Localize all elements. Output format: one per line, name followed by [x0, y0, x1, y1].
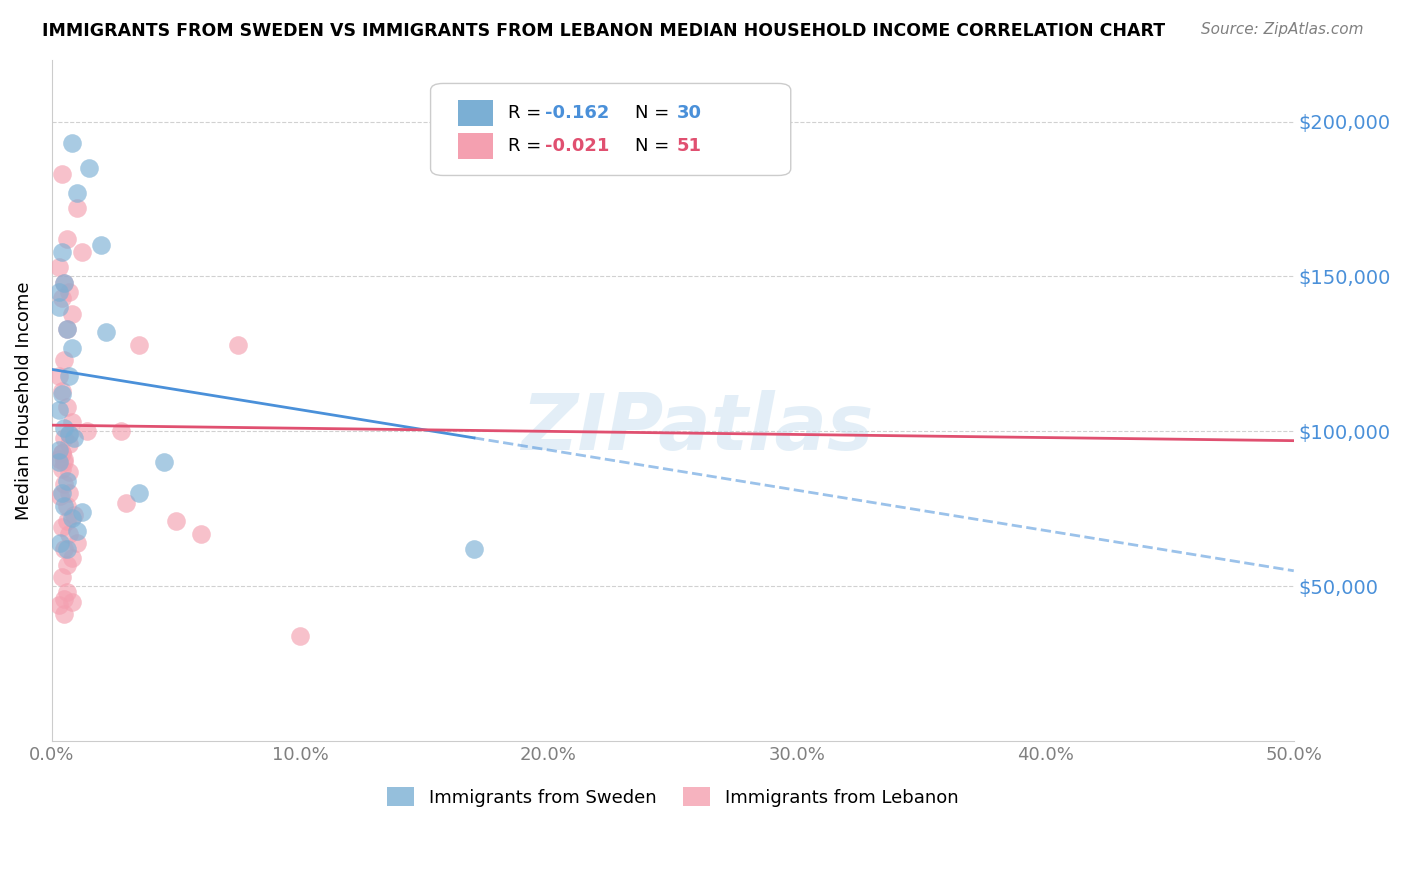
- Point: [55, 585, 77, 599]
- Point: [60, 341, 83, 355]
- Point: [49, 536, 72, 550]
- Point: [58, 427, 80, 442]
- Point: [58, 368, 80, 383]
- Point: [51, 570, 73, 584]
- Point: [48, 402, 70, 417]
- Text: R =: R =: [508, 103, 547, 122]
- Text: ZIPatlas: ZIPatlas: [522, 390, 873, 466]
- Point: [55, 322, 77, 336]
- Text: 30: 30: [676, 103, 702, 122]
- Point: [70, 505, 93, 519]
- Point: [51, 520, 73, 534]
- Point: [48, 368, 70, 383]
- Point: [152, 455, 174, 469]
- Point: [53, 477, 76, 491]
- Point: [53, 591, 76, 606]
- Point: [58, 486, 80, 500]
- Point: [48, 285, 70, 299]
- Point: [55, 542, 77, 557]
- Point: [48, 598, 70, 612]
- Point: [65, 524, 87, 538]
- Point: [77, 161, 100, 175]
- Text: IMMIGRANTS FROM SWEDEN VS IMMIGRANTS FROM LEBANON MEDIAN HOUSEHOLD INCOME CORREL: IMMIGRANTS FROM SWEDEN VS IMMIGRANTS FRO…: [42, 22, 1166, 40]
- Point: [60, 595, 83, 609]
- Point: [58, 526, 80, 541]
- Point: [55, 514, 77, 528]
- Point: [65, 186, 87, 200]
- Text: -0.021: -0.021: [546, 137, 609, 155]
- Point: [60, 415, 83, 429]
- Point: [110, 425, 132, 439]
- Point: [55, 322, 77, 336]
- Point: [60, 511, 83, 525]
- Bar: [458, 133, 492, 159]
- Point: [51, 446, 73, 460]
- Point: [51, 461, 73, 475]
- Point: [226, 337, 249, 351]
- Point: [60, 136, 83, 151]
- Point: [51, 486, 73, 500]
- Point: [51, 387, 73, 401]
- Text: R =: R =: [508, 137, 547, 155]
- Bar: [458, 100, 492, 126]
- Point: [55, 474, 77, 488]
- Point: [55, 232, 77, 246]
- Point: [65, 202, 87, 216]
- Point: [58, 427, 80, 442]
- Point: [58, 285, 80, 299]
- Point: [96, 325, 118, 339]
- Point: [60, 551, 83, 566]
- Point: [55, 499, 77, 513]
- Point: [76, 425, 98, 439]
- Point: [53, 607, 76, 622]
- Point: [58, 436, 80, 450]
- Point: [53, 431, 76, 445]
- Point: [165, 514, 187, 528]
- Point: [51, 446, 73, 460]
- Point: [63, 431, 86, 445]
- Point: [58, 465, 80, 479]
- Point: [53, 542, 76, 557]
- Point: [70, 244, 93, 259]
- Point: [48, 455, 70, 469]
- Text: Source: ZipAtlas.com: Source: ZipAtlas.com: [1201, 22, 1364, 37]
- Point: [463, 542, 485, 557]
- Point: [53, 276, 76, 290]
- Point: [288, 629, 311, 643]
- Point: [51, 384, 73, 398]
- Point: [190, 526, 212, 541]
- Legend: Immigrants from Sweden, Immigrants from Lebanon: Immigrants from Sweden, Immigrants from …: [380, 780, 966, 814]
- Text: 51: 51: [676, 137, 702, 155]
- Text: -0.162: -0.162: [546, 103, 609, 122]
- Point: [49, 490, 72, 504]
- Point: [48, 442, 70, 457]
- Point: [48, 260, 70, 275]
- Point: [55, 400, 77, 414]
- Point: [51, 167, 73, 181]
- Point: [51, 244, 73, 259]
- Point: [90, 238, 112, 252]
- Point: [48, 301, 70, 315]
- Point: [53, 353, 76, 368]
- Point: [60, 307, 83, 321]
- FancyBboxPatch shape: [430, 84, 790, 176]
- Text: N =: N =: [636, 103, 675, 122]
- Point: [55, 558, 77, 572]
- Y-axis label: Median Household Income: Median Household Income: [15, 281, 32, 520]
- Point: [53, 499, 76, 513]
- Point: [53, 455, 76, 469]
- Point: [128, 337, 150, 351]
- Point: [128, 486, 150, 500]
- Text: N =: N =: [636, 137, 675, 155]
- Point: [51, 291, 73, 305]
- Point: [115, 495, 138, 509]
- Point: [53, 452, 76, 467]
- Point: [53, 276, 76, 290]
- Point: [53, 421, 76, 435]
- Point: [48, 452, 70, 467]
- Point: [63, 508, 86, 522]
- Point: [65, 536, 87, 550]
